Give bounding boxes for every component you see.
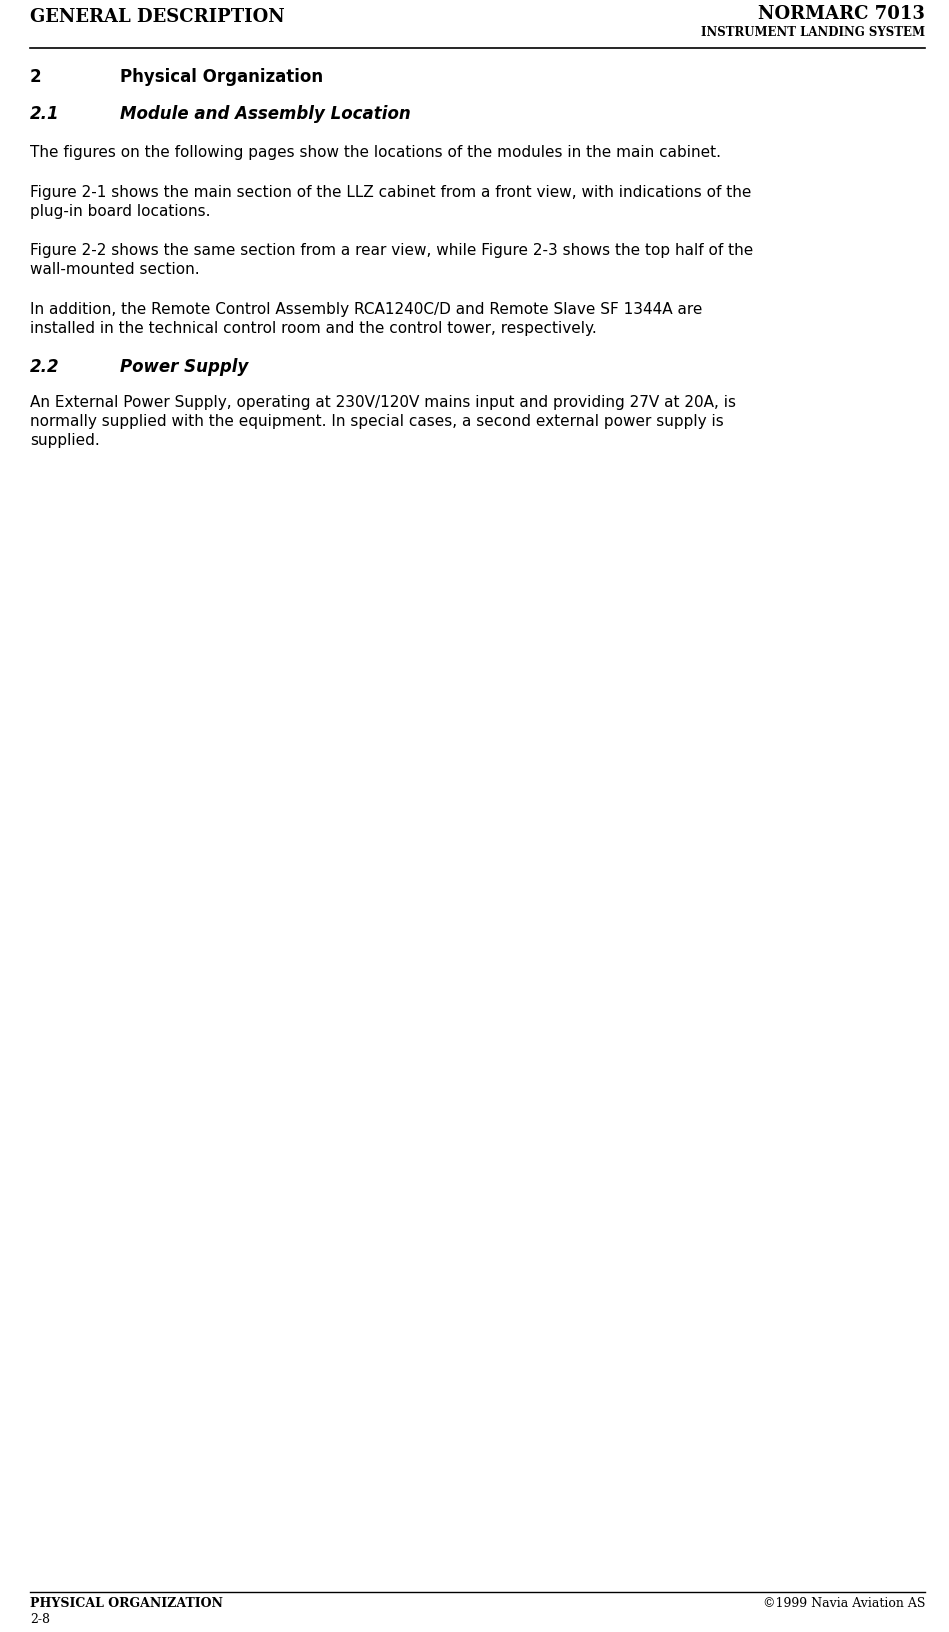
Text: An External Power Supply, operating at 230V/120V mains input and providing 27V a: An External Power Supply, operating at 2… [30, 395, 736, 410]
Text: wall-mounted section.: wall-mounted section. [30, 263, 199, 277]
Text: 2-8: 2-8 [30, 1612, 50, 1625]
Text: plug-in board locations.: plug-in board locations. [30, 204, 211, 219]
Text: Figure 2-1 shows the main section of the LLZ cabinet from a front view, with ind: Figure 2-1 shows the main section of the… [30, 184, 752, 201]
Text: 2.1: 2.1 [30, 104, 60, 122]
Text: installed in the technical control room and the control tower, respectively.: installed in the technical control room … [30, 322, 597, 336]
Text: supplied.: supplied. [30, 432, 100, 449]
Text: Module and Assembly Location: Module and Assembly Location [120, 104, 411, 122]
Text: 2: 2 [30, 69, 42, 86]
Text: NORMARC 7013: NORMARC 7013 [758, 5, 925, 23]
Text: The figures on the following pages show the locations of the modules in the main: The figures on the following pages show … [30, 145, 721, 160]
Text: INSTRUMENT LANDING SYSTEM: INSTRUMENT LANDING SYSTEM [701, 26, 925, 39]
Text: normally supplied with the equipment. In special cases, a second external power : normally supplied with the equipment. In… [30, 415, 724, 429]
Text: ©1999 Navia Aviation AS: ©1999 Navia Aviation AS [763, 1598, 925, 1611]
Text: In addition, the Remote Control Assembly RCA1240C/D and Remote Slave SF 1344A ar: In addition, the Remote Control Assembly… [30, 302, 702, 317]
Text: Power Supply: Power Supply [120, 357, 249, 375]
Text: GENERAL DESCRIPTION: GENERAL DESCRIPTION [30, 8, 285, 26]
Text: Physical Organization: Physical Organization [120, 69, 323, 86]
Text: 2.2: 2.2 [30, 357, 60, 375]
Text: Figure 2-2 shows the same section from a rear view, while Figure 2-3 shows the t: Figure 2-2 shows the same section from a… [30, 243, 754, 258]
Text: PHYSICAL ORGANIZATION: PHYSICAL ORGANIZATION [30, 1598, 223, 1611]
